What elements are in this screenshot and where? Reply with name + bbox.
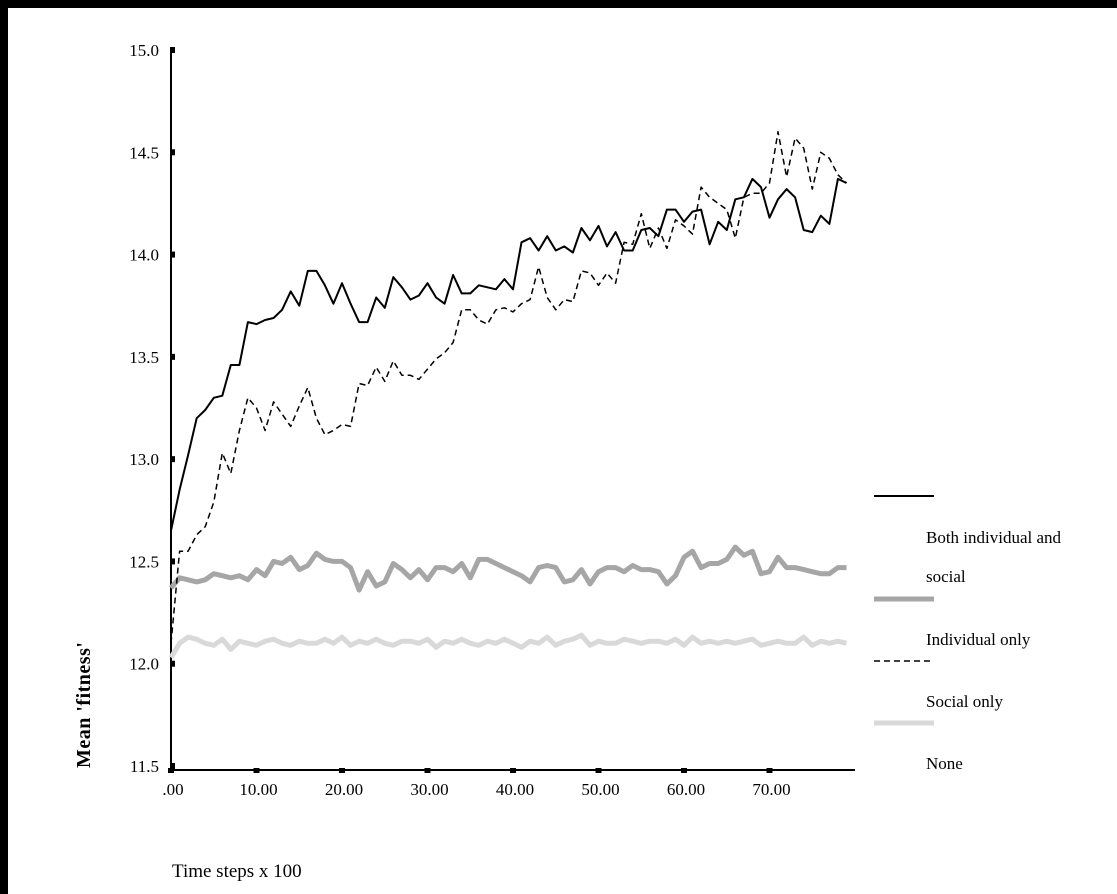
y-tick-label: 12.0 <box>129 655 159 674</box>
y-tick <box>170 149 175 156</box>
y-tick-label: 12.5 <box>129 552 159 571</box>
x-tick-label: 20.00 <box>325 780 363 799</box>
y-tick <box>170 763 175 769</box>
chart-canvas: 11.5 12.0 12.5 13.0 13.5 14.0 14.5 15.0 .00 10.00… <box>8 8 1117 894</box>
y-tick <box>170 456 175 463</box>
legend: Both individual and social Individual only… <box>874 495 1062 773</box>
x-tick <box>253 768 260 773</box>
x-tick <box>510 768 516 773</box>
legend-label-line: Both individual and <box>926 528 1062 547</box>
x-tick <box>595 768 602 773</box>
y-tick-label: 15.0 <box>129 41 159 60</box>
legend-label-1: Individual only <box>926 630 1031 649</box>
x-tick <box>424 768 431 773</box>
x-tick <box>339 768 345 773</box>
axes: 11.5 12.0 12.5 13.0 13.5 14.0 14.5 15.0 .00 10.00… <box>129 41 855 799</box>
x-tick-label: 30.00 <box>410 780 448 799</box>
y-tick-label: 11.5 <box>130 757 159 776</box>
y-tick <box>170 251 175 258</box>
y-axis-label: Mean 'fitness' <box>73 642 95 768</box>
series-line-0 <box>170 177 847 531</box>
x-tick-label: 40.00 <box>496 780 534 799</box>
x-tick-label: 50.00 <box>581 780 619 799</box>
y-tick <box>170 47 175 53</box>
series-layer <box>168 131 848 659</box>
y-tick-label: 13.5 <box>129 348 159 367</box>
x-tick <box>766 768 773 773</box>
x-tick <box>681 768 687 773</box>
series-line-3 <box>168 632 848 659</box>
line-chart: 11.5 12.0 12.5 13.0 13.5 14.0 14.5 15.0 .00 10.00… <box>73 41 1062 882</box>
legend-label-0: Both individual and social <box>926 528 1062 586</box>
x-tick-label: 10.00 <box>239 780 277 799</box>
x-tick <box>168 768 174 773</box>
x-tick-label: 60.00 <box>667 780 705 799</box>
y-tick-label: 14.0 <box>129 246 159 265</box>
legend-label-line: social <box>926 567 966 586</box>
series-line-1 <box>170 131 848 644</box>
x-tick-label: 70.00 <box>752 780 790 799</box>
y-tick-label: 13.0 <box>129 450 159 469</box>
x-tick-label: .00 <box>162 780 183 799</box>
legend-label-3: None <box>926 754 963 773</box>
y-tick <box>170 353 175 360</box>
legend-label-2: Social only <box>926 692 1003 711</box>
x-axis-label: Time steps x 100 <box>172 861 302 882</box>
y-tick <box>170 660 175 667</box>
y-tick <box>170 558 175 565</box>
series-line-2 <box>169 544 847 593</box>
y-tick-label: 14.5 <box>129 143 159 162</box>
